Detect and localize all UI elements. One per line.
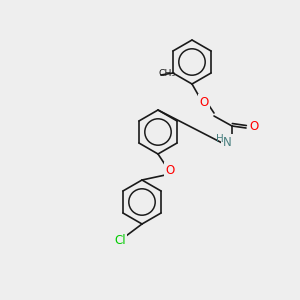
Text: H: H (216, 134, 224, 144)
Text: O: O (200, 95, 208, 109)
Text: CH₃: CH₃ (159, 70, 176, 79)
Text: O: O (165, 164, 175, 176)
Text: Cl: Cl (114, 233, 126, 247)
Text: O: O (249, 121, 259, 134)
Text: N: N (223, 136, 231, 148)
